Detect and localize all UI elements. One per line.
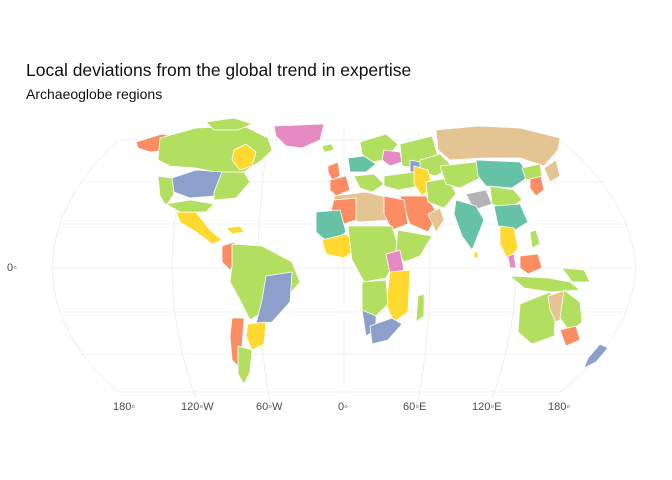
region-mexico xyxy=(175,211,223,245)
region-new-zealand xyxy=(583,343,609,369)
region-east-africa xyxy=(385,269,411,323)
region-iberia xyxy=(329,175,351,197)
x-tick-label: 60◦W xyxy=(256,401,283,413)
region-australia-west xyxy=(517,291,557,345)
region-indochina xyxy=(499,225,519,261)
region-kamchatka xyxy=(543,159,561,183)
region-pampas xyxy=(245,321,267,351)
region-eastern-us xyxy=(213,171,251,201)
region-china-south xyxy=(493,203,529,233)
region-new-guinea xyxy=(561,267,591,283)
region-horn-of-africa xyxy=(395,229,433,263)
region-mexico-north xyxy=(165,199,215,213)
plot-subtitle: Archaeoglobe regions xyxy=(26,86,163,102)
region-canada xyxy=(157,125,273,175)
region-central-asia xyxy=(439,161,481,189)
x-tick-label: 60◦E xyxy=(403,401,427,413)
region-south-asia xyxy=(453,199,485,251)
region-australia-southeast xyxy=(559,325,581,347)
region-patagonia xyxy=(237,345,253,385)
region-sri-lanka xyxy=(473,251,479,259)
x-tick-label: 0◦ xyxy=(338,401,349,413)
region-central-africa xyxy=(347,225,401,283)
region-madagascar xyxy=(415,293,425,323)
region-malaya xyxy=(507,253,517,269)
plot-title: Local deviations from the global trend i… xyxy=(26,60,412,80)
region-western-europe xyxy=(347,155,377,173)
x-tick-label: 180◦ xyxy=(113,401,136,413)
region-australia-east xyxy=(559,289,583,333)
region-brazil-east xyxy=(255,271,293,325)
region-british-isles xyxy=(327,161,341,181)
x-tick-label: 180◦ xyxy=(548,401,571,413)
region-philippines xyxy=(529,229,541,249)
region-nile xyxy=(383,195,409,231)
region-caribbean xyxy=(225,225,245,235)
region-anatolia xyxy=(383,171,421,191)
region-western-us xyxy=(157,175,175,207)
region-mongolia xyxy=(475,159,531,189)
region-greenland xyxy=(273,123,325,149)
region-siberia xyxy=(435,125,561,167)
x-tick-label: 120◦E xyxy=(472,401,502,413)
region-central-europe xyxy=(381,149,403,167)
region-oman xyxy=(427,207,445,233)
region-canada-arctic xyxy=(205,117,253,131)
region-hudson xyxy=(231,143,257,171)
region-southern-africa xyxy=(361,279,389,317)
region-indonesia xyxy=(509,275,581,293)
region-manchuria xyxy=(521,163,543,181)
region-borneo xyxy=(519,253,543,275)
x-tick-label: 120◦W xyxy=(181,401,214,413)
region-italy-balkans xyxy=(353,173,385,193)
region-east-african-lakes xyxy=(385,249,405,275)
region-iceland xyxy=(321,143,335,153)
y-tick-label: 0◦ xyxy=(7,262,18,274)
region-south-africa xyxy=(369,317,403,345)
